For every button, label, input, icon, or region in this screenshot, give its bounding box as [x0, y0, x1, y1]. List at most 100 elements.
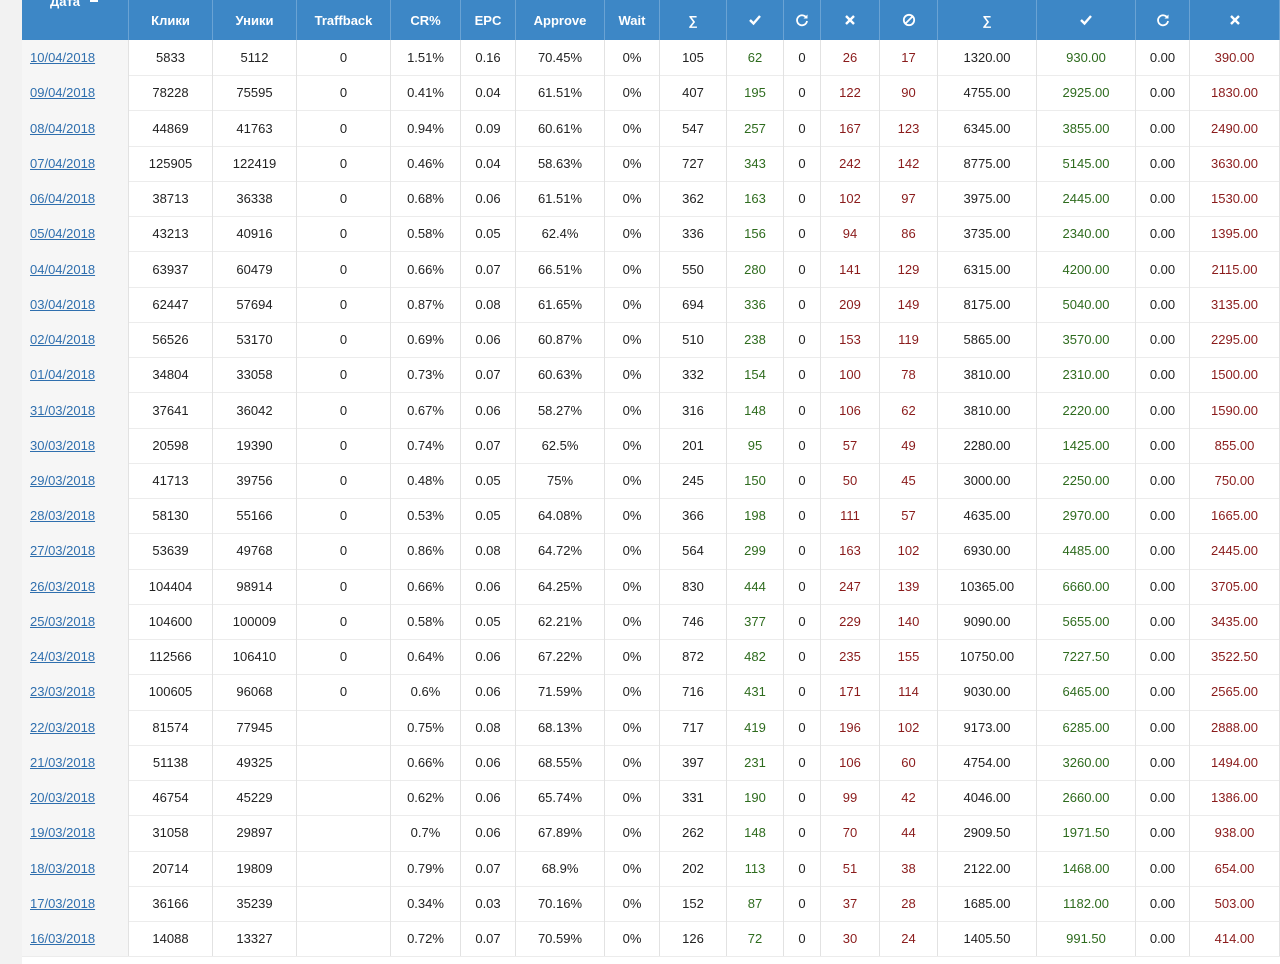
cell: 62.21%: [516, 603, 605, 640]
date-cell: 10/04/2018: [22, 40, 129, 76]
cell: 0.04: [461, 145, 516, 181]
cell: 0.00: [1136, 885, 1190, 921]
header-cell[interactable]: Дата: [22, 0, 129, 40]
date-link[interactable]: 27/03/2018: [30, 543, 96, 559]
date-link[interactable]: 23/03/2018: [30, 684, 96, 700]
date-link[interactable]: 06/04/2018: [30, 191, 96, 207]
header-cell: ∑: [660, 0, 727, 40]
cell: 1494.00: [1190, 744, 1280, 781]
header-cell: Уники: [213, 0, 297, 40]
cell: 51: [821, 850, 880, 886]
cell: 99: [821, 780, 880, 816]
date-link[interactable]: 29/03/2018: [30, 472, 96, 488]
date-link[interactable]: 21/03/2018: [30, 754, 96, 770]
cell: 96068: [213, 674, 297, 710]
date-link[interactable]: 02/04/2018: [30, 332, 96, 348]
cell: 0: [784, 603, 821, 640]
cell: 35239: [213, 885, 297, 921]
cell: 4200.00: [1037, 251, 1136, 287]
cell: 129: [880, 251, 938, 287]
date-cell: 02/04/2018: [22, 321, 129, 358]
cell: 9030.00: [938, 674, 1037, 710]
cell: 57: [821, 427, 880, 463]
cell: 65.74%: [516, 780, 605, 816]
cell: 163: [821, 533, 880, 569]
date-link[interactable]: 18/03/2018: [30, 860, 96, 876]
cell: 2310.00: [1037, 357, 1136, 393]
cell: 1530.00: [1190, 180, 1280, 217]
cell: 938.00: [1190, 815, 1280, 851]
cell: 2295.00: [1190, 321, 1280, 358]
cell: 0%: [605, 498, 660, 534]
cell: 331: [660, 780, 727, 816]
date-link[interactable]: 03/04/2018: [30, 296, 96, 312]
cell: 62447: [129, 286, 213, 322]
cell: 0.09: [461, 110, 516, 146]
cell: 36042: [213, 392, 297, 428]
date-link[interactable]: 10/04/2018: [30, 50, 96, 66]
cell: 3810.00: [938, 357, 1037, 393]
date-link[interactable]: 31/03/2018: [30, 402, 96, 418]
cell: 5833: [129, 40, 213, 76]
cell: 45229: [213, 780, 297, 816]
cell: 0.16: [461, 40, 516, 76]
date-link[interactable]: 05/04/2018: [30, 226, 96, 242]
cell: 64.72%: [516, 533, 605, 569]
date-cell: 01/04/2018: [22, 357, 129, 393]
cell: 36338: [213, 180, 297, 217]
cell: 0%: [605, 462, 660, 499]
date-link[interactable]: 08/04/2018: [30, 120, 96, 136]
cell: 0.00: [1136, 321, 1190, 358]
cell: 0.00: [1136, 216, 1190, 252]
date-link[interactable]: 16/03/2018: [30, 931, 96, 947]
cell: 106: [821, 744, 880, 781]
cell: 0: [297, 392, 391, 428]
cell: 4485.00: [1037, 533, 1136, 569]
cell: 0.00: [1136, 498, 1190, 534]
cell: 1425.00: [1037, 427, 1136, 463]
cell: 7227.50: [1037, 639, 1136, 675]
date-link[interactable]: 17/03/2018: [30, 895, 96, 911]
date-link[interactable]: 01/04/2018: [30, 367, 96, 383]
cell: 60.87%: [516, 321, 605, 358]
cell: 1971.50: [1037, 815, 1136, 851]
cell: 0.06: [461, 639, 516, 675]
date-link[interactable]: 24/03/2018: [30, 649, 96, 665]
cell: 343: [727, 145, 784, 181]
date-link[interactable]: 25/03/2018: [30, 613, 96, 629]
date-cell: 23/03/2018: [22, 674, 129, 710]
cell: 98914: [213, 568, 297, 604]
cell: 0.72%: [391, 921, 461, 957]
cell: 0.79%: [391, 850, 461, 886]
cell: 2445.00: [1190, 533, 1280, 569]
cell: 0.66%: [391, 251, 461, 287]
cell: 231: [727, 744, 784, 781]
cell: 78: [880, 357, 938, 393]
date-link[interactable]: 30/03/2018: [30, 437, 96, 453]
header-cell: Traffback: [297, 0, 391, 40]
cell: 0%: [605, 145, 660, 181]
date-link[interactable]: 07/04/2018: [30, 155, 96, 171]
cell: 830: [660, 568, 727, 604]
date-link[interactable]: 04/04/2018: [30, 261, 96, 277]
date-link[interactable]: 20/03/2018: [30, 790, 96, 806]
cell: 77945: [213, 709, 297, 745]
cell: 0: [784, 709, 821, 745]
cell: 37641: [129, 392, 213, 428]
date-link[interactable]: 28/03/2018: [30, 508, 96, 524]
date-cell: 05/04/2018: [22, 216, 129, 252]
cell: 0.00: [1136, 674, 1190, 710]
cell: 10750.00: [938, 639, 1037, 675]
cell: 0.69%: [391, 321, 461, 358]
cell: 547: [660, 110, 727, 146]
date-link[interactable]: 26/03/2018: [30, 578, 96, 594]
date-link[interactable]: 22/03/2018: [30, 719, 96, 735]
cell: 148: [727, 815, 784, 851]
header-text: Уники: [235, 12, 274, 28]
cell: 102: [880, 533, 938, 569]
cell: 9173.00: [938, 709, 1037, 745]
date-link[interactable]: 09/04/2018: [30, 85, 96, 101]
date-link[interactable]: 19/03/2018: [30, 825, 96, 841]
cell: 30: [821, 921, 880, 957]
cell: 0.00: [1136, 357, 1190, 393]
